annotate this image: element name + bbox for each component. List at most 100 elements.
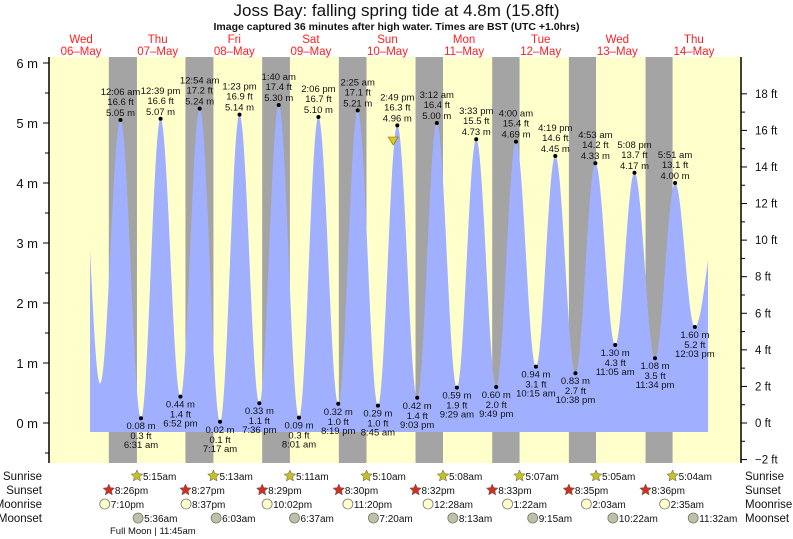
day-date-label: 08–May bbox=[214, 46, 255, 58]
day-name-label: Wed bbox=[606, 34, 629, 46]
day-date-label: 09–May bbox=[290, 46, 331, 58]
day-date-label: 12–May bbox=[520, 46, 561, 58]
day-name-label: Fri bbox=[228, 34, 241, 46]
tide-feet: 2.0 ft bbox=[486, 400, 507, 411]
moonset-circle-icon bbox=[687, 512, 699, 524]
tide-time: 3:33 pm bbox=[459, 106, 493, 117]
moonset-time: 10:22am bbox=[619, 514, 658, 525]
tide-meters: 4.00 m bbox=[661, 171, 690, 182]
tide-time: 1:40 am bbox=[262, 72, 296, 83]
tide-time: 2:49 pm bbox=[380, 92, 414, 103]
tide-meters: 4.33 m bbox=[581, 151, 610, 162]
tide-feet: 3.5 ft bbox=[644, 371, 665, 382]
tide-feet: 17.1 ft bbox=[345, 87, 372, 98]
day-date-label: 10–May bbox=[367, 46, 408, 58]
moonset-circle-icon bbox=[607, 512, 619, 524]
sunrise-time: 5:05am bbox=[602, 472, 635, 483]
tide-point bbox=[296, 415, 301, 420]
tide-time: 4:53 am bbox=[578, 130, 612, 141]
tide-time: 8:45 am bbox=[361, 428, 395, 439]
sunset-star-icon bbox=[409, 483, 422, 496]
falling-tide-triangle-icon bbox=[387, 136, 399, 146]
tide-feet: 13.7 ft bbox=[621, 150, 648, 161]
low-tide-marker: 0.33 m1.1 ft7:36 pm bbox=[242, 401, 277, 436]
tide-meters: 1.60 m bbox=[680, 330, 709, 341]
moonrise-time: 1:22am bbox=[514, 500, 547, 511]
right-tick-label: 12 ft bbox=[755, 199, 778, 211]
tide-time: 12:54 am bbox=[180, 76, 220, 87]
tide-feet: 5.2 ft bbox=[684, 340, 705, 351]
tide-time: 10:15 am bbox=[516, 389, 556, 400]
tide-time: 12:06 am bbox=[101, 87, 141, 98]
sunset-time: 8:27pm bbox=[191, 486, 224, 497]
tide-time: 7:36 pm bbox=[242, 425, 276, 436]
moonrise-time: 7:10pm bbox=[111, 500, 144, 511]
tide-point bbox=[653, 356, 658, 361]
moonrise-time: 11:20pm bbox=[354, 500, 392, 511]
tide-feet: 17.2 ft bbox=[186, 86, 213, 97]
tide-meters: 5.14 m bbox=[225, 103, 254, 114]
tide-feet: 17.4 ft bbox=[266, 82, 293, 93]
moonrise-circle-icon bbox=[659, 498, 671, 510]
row-label-right-moonset: Moonset bbox=[745, 513, 790, 525]
tide-point bbox=[218, 419, 223, 424]
tide-time: 12:03 pm bbox=[675, 349, 715, 360]
sunset-star-icon bbox=[485, 483, 499, 496]
moonset-time: 6:03am bbox=[222, 514, 255, 525]
sunrise-star-icon bbox=[360, 469, 373, 482]
sunrise-star-icon bbox=[513, 469, 526, 482]
tide-point bbox=[375, 403, 380, 408]
tide-meters: 0.83 m bbox=[561, 376, 590, 387]
moonrise-circle-icon bbox=[580, 498, 592, 510]
tide-meters: 0.42 m bbox=[403, 401, 432, 412]
tide-feet: 16.6 ft bbox=[107, 97, 134, 108]
sunset-star-icon bbox=[332, 483, 346, 496]
left-tick-label: 2 m bbox=[16, 296, 38, 311]
low-tide-marker: 0.59 m1.9 ft9:29 am bbox=[440, 385, 474, 421]
tide-meters: 0.94 m bbox=[521, 370, 550, 381]
moonrise-time: 10:02pm bbox=[273, 500, 312, 511]
tide-feet: 16.7 ft bbox=[305, 94, 332, 105]
low-tide-marker: 0.42 m1.4 ft9:03 pm bbox=[400, 395, 434, 431]
tide-time: 4:00 am bbox=[499, 109, 533, 120]
tide-point bbox=[533, 364, 538, 369]
tide-meters: 5.30 m bbox=[264, 93, 293, 104]
left-tick-label: 5 m bbox=[16, 116, 38, 131]
sunrise-star-icon bbox=[283, 469, 297, 482]
tide-point bbox=[138, 416, 143, 421]
moonrise-circle-icon bbox=[261, 498, 273, 510]
tide-time: 8:19 pm bbox=[321, 426, 355, 437]
tide-meters: 5.21 m bbox=[343, 98, 372, 109]
tide-point bbox=[257, 401, 262, 406]
tide-meters: 4.45 m bbox=[541, 144, 570, 155]
right-tick-label: 16 ft bbox=[755, 125, 778, 137]
day-name-label: Sat bbox=[302, 34, 320, 46]
low-tide-marker: 0.02 m0.1 ft7:17 am bbox=[203, 419, 237, 455]
moonset-time: 5:36am bbox=[144, 514, 177, 525]
day-name-label: Thu bbox=[148, 34, 168, 46]
day-date-label: 13–May bbox=[597, 46, 638, 58]
tide-point bbox=[553, 154, 558, 158]
row-label-moonrise: Moonrise bbox=[0, 499, 42, 511]
sunset-time: 8:35pm bbox=[575, 486, 608, 497]
moonrise-circle-icon bbox=[422, 498, 434, 510]
tide-feet: 14.2 ft bbox=[582, 140, 609, 151]
tide-meters: 5.07 m bbox=[146, 107, 175, 118]
tide-meters: 4.17 m bbox=[620, 161, 649, 172]
tide-meters: 0.59 m bbox=[442, 391, 471, 402]
tide-feet: 0.3 ft bbox=[130, 431, 151, 442]
sunset-star-icon bbox=[255, 483, 269, 496]
tide-meters: 1.30 m bbox=[601, 348, 630, 359]
sunset-star-icon bbox=[102, 483, 116, 496]
